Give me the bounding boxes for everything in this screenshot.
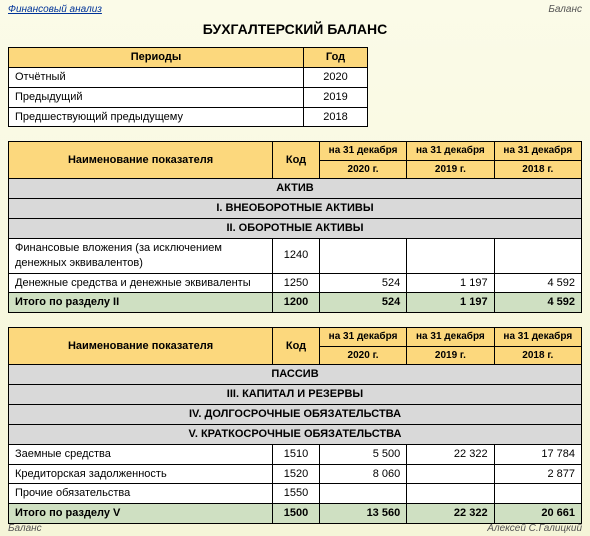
row-v2 (407, 464, 494, 484)
row-name: Кредиторская задолженность (9, 464, 273, 484)
total-name: Итого по разделу II (9, 293, 273, 313)
col-year-2: 2019 г. (407, 160, 494, 179)
table-row: Финансовые вложения (за исключением дене… (9, 238, 582, 273)
total-v1: 524 (319, 293, 406, 313)
footer-left: Баланс (8, 523, 42, 534)
total-v1: 13 560 (319, 504, 406, 524)
row-v2: 22 322 (407, 444, 494, 464)
row-v3: 4 592 (494, 273, 581, 293)
total-name: Итого по разделу V (9, 504, 273, 524)
row-name: Заемные средства (9, 444, 273, 464)
row-name: Денежные средства и денежные эквиваленты (9, 273, 273, 293)
table-row: Отчётный 2020 (9, 67, 368, 87)
col-year-1: 2020 г. (319, 346, 406, 365)
row-name: Финансовые вложения (за исключением дене… (9, 238, 273, 273)
row-name: Прочие обязательства (9, 484, 273, 504)
table-row: Прочие обязательства 1550 (9, 484, 582, 504)
total-v2: 22 322 (407, 504, 494, 524)
total-v3: 4 592 (494, 293, 581, 313)
table-row: Предыдущий 2019 (9, 87, 368, 107)
table-row: Кредиторская задолженность 1520 8 060 2 … (9, 464, 582, 484)
table-row: Денежные средства и денежные эквиваленты… (9, 273, 582, 293)
period-label: Предшествующий предыдущему (9, 107, 304, 127)
col-date-3: на 31 декабря (494, 142, 581, 161)
total-code: 1500 (273, 504, 320, 524)
subsection-label: II. ОБОРОТНЫЕ АКТИВЫ (9, 219, 582, 239)
row-v2 (407, 484, 494, 504)
total-v3: 20 661 (494, 504, 581, 524)
total-v2: 1 197 (407, 293, 494, 313)
col-date-2: на 31 декабря (407, 142, 494, 161)
subsection-row: II. ОБОРОТНЫЕ АКТИВЫ (9, 219, 582, 239)
section-row: ПАССИВ (9, 365, 582, 385)
periods-table: Периоды Год Отчётный 2020 Предыдущий 201… (8, 47, 368, 127)
total-code: 1200 (273, 293, 320, 313)
row-v3 (494, 238, 581, 273)
table-row: Заемные средства 1510 5 500 22 322 17 78… (9, 444, 582, 464)
row-v1: 524 (319, 273, 406, 293)
row-v3: 2 877 (494, 464, 581, 484)
period-year: 2019 (304, 87, 368, 107)
section-row: АКТИВ (9, 179, 582, 199)
subsection-row: III. КАПИТАЛ И РЕЗЕРВЫ (9, 385, 582, 405)
row-v3: 17 784 (494, 444, 581, 464)
section-label: ПАССИВ (9, 365, 582, 385)
row-v3 (494, 484, 581, 504)
liabilities-table: Наименование показателя Код на 31 декабр… (8, 327, 582, 524)
row-v1: 5 500 (319, 444, 406, 464)
table-row: Предшествующий предыдущему 2018 (9, 107, 368, 127)
page: Финансовый анализ Баланс БУХГАЛТЕРСКИЙ Б… (0, 0, 590, 536)
col-year-2: 2019 г. (407, 346, 494, 365)
col-year-1: 2020 г. (319, 160, 406, 179)
col-date-3: на 31 декабря (494, 328, 581, 347)
page-title: БУХГАЛТЕРСКИЙ БАЛАНС (8, 21, 582, 37)
row-code: 1250 (273, 273, 320, 293)
col-year-3: 2018 г. (494, 160, 581, 179)
topbar: Финансовый анализ Баланс (8, 4, 582, 15)
footer-right: Алексей С.Галицкий (487, 523, 582, 534)
col-date-1: на 31 декабря (319, 328, 406, 347)
period-label: Отчётный (9, 67, 304, 87)
row-v2 (407, 238, 494, 273)
row-code: 1510 (273, 444, 320, 464)
footer: Баланс Алексей С.Галицкий (8, 523, 582, 534)
period-year: 2018 (304, 107, 368, 127)
period-label: Предыдущий (9, 87, 304, 107)
total-row: Итого по разделу V 1500 13 560 22 322 20… (9, 504, 582, 524)
row-v2: 1 197 (407, 273, 494, 293)
col-name: Наименование показателя (9, 142, 273, 179)
subsection-label: V. КРАТКОСРОЧНЫЕ ОБЯЗАТЕЛЬСТВА (9, 424, 582, 444)
periods-head-period: Периоды (9, 48, 304, 68)
row-code: 1240 (273, 238, 320, 273)
col-year-3: 2018 г. (494, 346, 581, 365)
subsection-label: IV. ДОЛГОСРОЧНЫЕ ОБЯЗАТЕЛЬСТВА (9, 404, 582, 424)
row-v1 (319, 484, 406, 504)
breadcrumb-link[interactable]: Финансовый анализ (8, 4, 102, 15)
row-v1: 8 060 (319, 464, 406, 484)
subsection-label: III. КАПИТАЛ И РЕЗЕРВЫ (9, 385, 582, 405)
col-date-2: на 31 декабря (407, 328, 494, 347)
asset-table: Наименование показателя Код на 31 декабр… (8, 141, 582, 313)
subsection-row: V. КРАТКОСРОЧНЫЕ ОБЯЗАТЕЛЬСТВА (9, 424, 582, 444)
row-code: 1520 (273, 464, 320, 484)
col-code: Код (273, 328, 320, 365)
col-name: Наименование показателя (9, 328, 273, 365)
col-date-1: на 31 декабря (319, 142, 406, 161)
subsection-label: I. ВНЕОБОРОТНЫЕ АКТИВЫ (9, 199, 582, 219)
subsection-row: I. ВНЕОБОРОТНЫЕ АКТИВЫ (9, 199, 582, 219)
subsection-row: IV. ДОЛГОСРОЧНЫЕ ОБЯЗАТЕЛЬСТВА (9, 404, 582, 424)
period-year: 2020 (304, 67, 368, 87)
periods-head-year: Год (304, 48, 368, 68)
breadcrumb-current: Баланс (548, 4, 582, 15)
total-row: Итого по разделу II 1200 524 1 197 4 592 (9, 293, 582, 313)
col-code: Код (273, 142, 320, 179)
row-v1 (319, 238, 406, 273)
row-code: 1550 (273, 484, 320, 504)
section-label: АКТИВ (9, 179, 582, 199)
